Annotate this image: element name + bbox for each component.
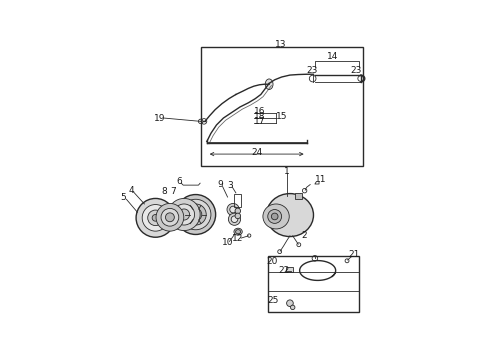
Circle shape — [173, 204, 195, 225]
Circle shape — [271, 213, 278, 220]
Circle shape — [291, 305, 295, 310]
Text: 9: 9 — [218, 180, 223, 189]
Text: 19: 19 — [154, 113, 166, 122]
Circle shape — [136, 198, 175, 237]
Circle shape — [268, 210, 282, 223]
Circle shape — [228, 213, 241, 225]
Text: 14: 14 — [327, 52, 339, 61]
Bar — [286, 267, 293, 272]
Circle shape — [180, 199, 211, 230]
Text: 11: 11 — [315, 175, 326, 184]
Text: 15: 15 — [276, 112, 287, 121]
Circle shape — [193, 212, 198, 217]
Text: 20: 20 — [266, 257, 278, 266]
Circle shape — [227, 203, 239, 216]
Circle shape — [166, 213, 174, 222]
Circle shape — [176, 194, 216, 234]
Text: 17: 17 — [254, 117, 265, 126]
Text: 24: 24 — [251, 148, 262, 157]
Circle shape — [156, 203, 184, 231]
Ellipse shape — [267, 194, 314, 237]
Circle shape — [287, 300, 293, 306]
Ellipse shape — [236, 230, 241, 234]
Circle shape — [142, 204, 169, 231]
Circle shape — [235, 213, 241, 219]
Circle shape — [147, 210, 163, 226]
Text: 4: 4 — [128, 186, 134, 195]
Text: 5: 5 — [121, 193, 126, 202]
Ellipse shape — [234, 228, 242, 235]
FancyArrow shape — [287, 269, 291, 272]
Text: 8: 8 — [162, 187, 168, 196]
Text: 25: 25 — [267, 297, 278, 306]
Bar — [268, 256, 359, 311]
Text: 12: 12 — [232, 234, 244, 243]
Ellipse shape — [265, 79, 273, 90]
Circle shape — [178, 209, 190, 220]
Circle shape — [231, 216, 238, 222]
Ellipse shape — [263, 204, 289, 229]
Text: 7: 7 — [170, 187, 176, 196]
Circle shape — [190, 208, 202, 221]
Text: 13: 13 — [275, 40, 287, 49]
Text: 16: 16 — [254, 107, 265, 116]
Text: 22: 22 — [278, 266, 290, 275]
Bar — [235, 194, 242, 207]
Text: 23: 23 — [351, 66, 362, 75]
Text: 23: 23 — [306, 66, 318, 75]
Circle shape — [168, 198, 200, 231]
Bar — [201, 46, 363, 166]
Circle shape — [230, 206, 237, 213]
Text: 21: 21 — [348, 250, 359, 259]
Bar — [295, 193, 302, 199]
Text: 10: 10 — [222, 238, 233, 247]
Text: 18: 18 — [254, 112, 265, 121]
Circle shape — [152, 215, 159, 221]
Circle shape — [185, 204, 206, 225]
Text: 2: 2 — [301, 230, 307, 239]
Text: 6: 6 — [176, 177, 182, 186]
Text: 3: 3 — [227, 181, 233, 190]
Circle shape — [235, 208, 241, 214]
Text: 1: 1 — [284, 167, 290, 176]
Circle shape — [161, 208, 179, 226]
